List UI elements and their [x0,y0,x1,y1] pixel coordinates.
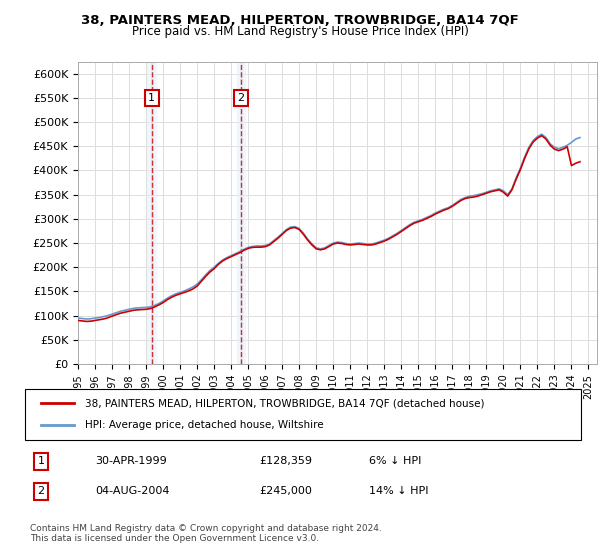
Bar [240,62,242,364]
Text: HPI: Average price, detached house, Wiltshire: HPI: Average price, detached house, Wilt… [85,421,323,431]
Text: 1: 1 [37,456,44,466]
Text: 30-APR-1999: 30-APR-1999 [95,456,167,466]
Bar [151,62,152,364]
Text: Contains HM Land Registry data © Crown copyright and database right 2024.
This d: Contains HM Land Registry data © Crown c… [30,524,382,543]
Bar [240,62,242,364]
Text: 38, PAINTERS MEAD, HILPERTON, TROWBRIDGE, BA14 7QF (detached house): 38, PAINTERS MEAD, HILPERTON, TROWBRIDGE… [85,398,484,408]
Text: £128,359: £128,359 [259,456,313,466]
Text: 04-AUG-2004: 04-AUG-2004 [95,487,170,497]
Bar [237,62,245,364]
Text: 14% ↓ HPI: 14% ↓ HPI [368,487,428,497]
Text: 6% ↓ HPI: 6% ↓ HPI [368,456,421,466]
Text: 2: 2 [238,93,245,103]
Text: 2: 2 [37,487,44,497]
Text: 38, PAINTERS MEAD, HILPERTON, TROWBRIDGE, BA14 7QF: 38, PAINTERS MEAD, HILPERTON, TROWBRIDGE… [81,14,519,27]
Text: 1: 1 [148,93,155,103]
Bar [151,62,152,364]
FancyBboxPatch shape [25,389,581,440]
Text: Price paid vs. HM Land Registry's House Price Index (HPI): Price paid vs. HM Land Registry's House … [131,25,469,38]
Bar [148,62,156,364]
Text: £245,000: £245,000 [259,487,312,497]
